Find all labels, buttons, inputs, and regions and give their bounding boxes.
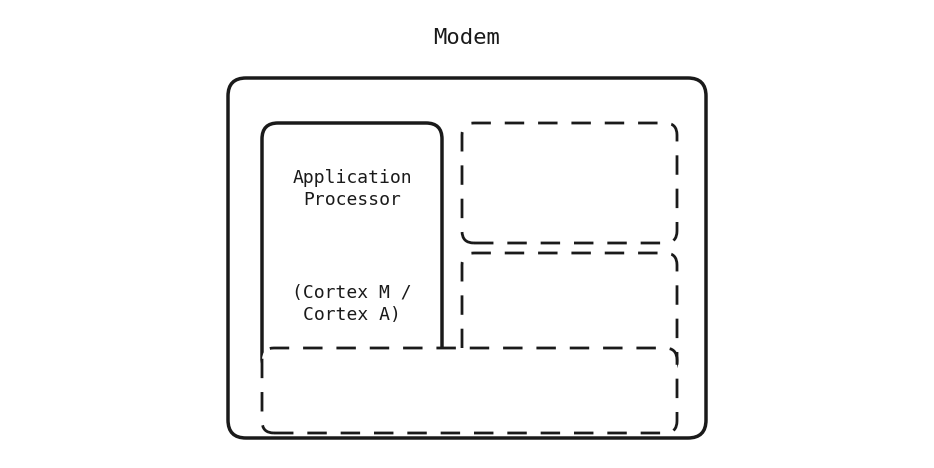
FancyBboxPatch shape [262,123,442,373]
FancyBboxPatch shape [262,348,677,433]
Text: Cortex A): Cortex A) [303,306,401,324]
FancyBboxPatch shape [462,253,677,373]
Text: Modem: Modem [433,28,501,48]
FancyBboxPatch shape [228,78,706,438]
FancyBboxPatch shape [462,123,677,243]
Text: (Cortex M /: (Cortex M / [292,284,412,302]
Text: Processor: Processor [303,191,401,209]
Text: Application: Application [292,169,412,187]
